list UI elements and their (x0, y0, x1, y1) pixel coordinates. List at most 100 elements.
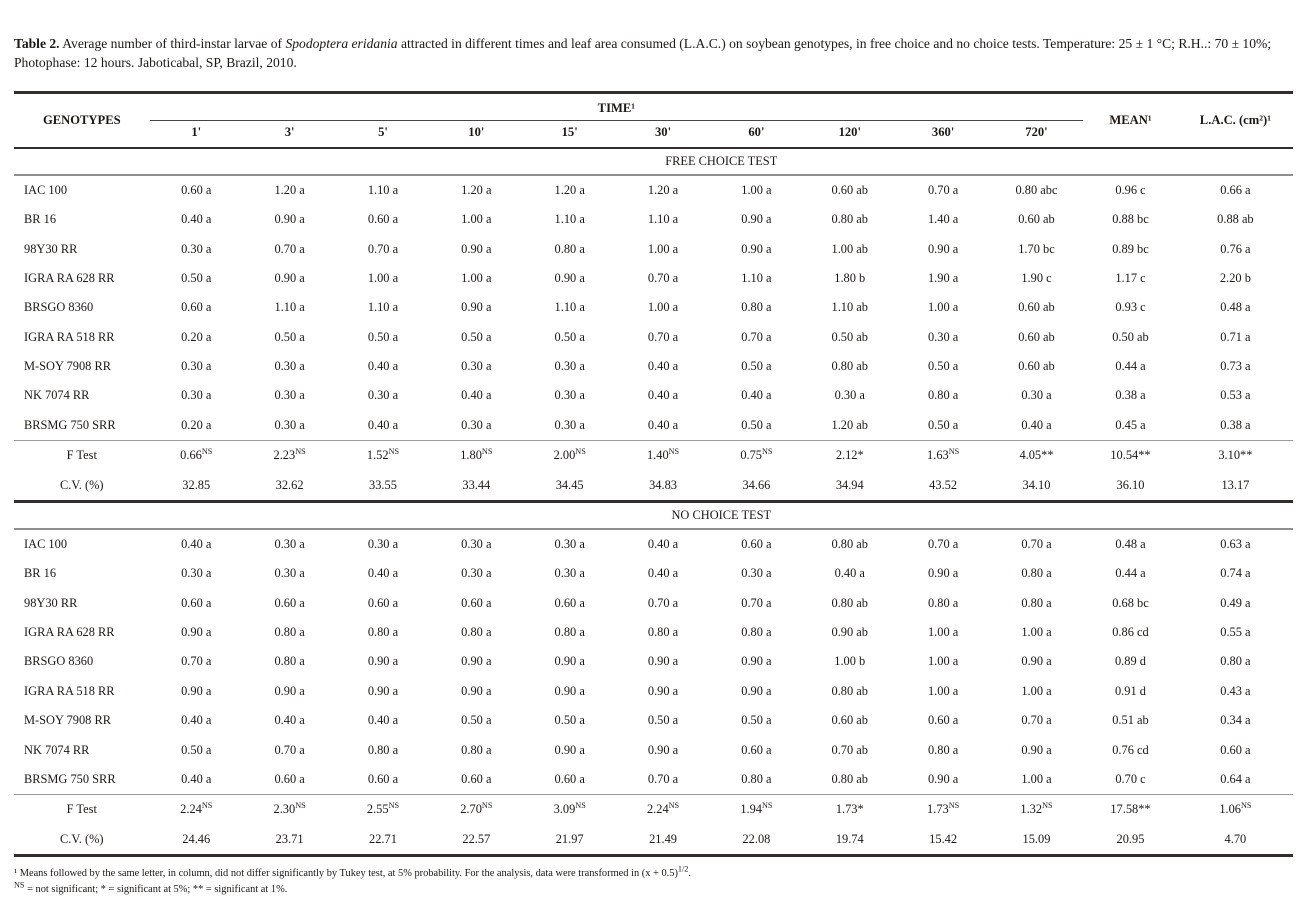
value-cell: 1.10 a (554, 212, 585, 227)
stat-value-cell: 32.62 (242, 470, 337, 503)
value-cell: 0.30 a (461, 566, 492, 581)
stat-value-cell: 2.70NS (429, 794, 523, 825)
table-body: FREE CHOICE TEST IAC 100 0.60 a 1.20 a 1.10 … (14, 147, 1293, 857)
genotype-name: IGRA RA 518 RR (24, 329, 115, 344)
table-row: IAC 100 0.60 a 1.20 a 1.10 a 1.20 a 1.20 a 1.2… (14, 175, 1293, 205)
value-cell: 0.63 a (1220, 536, 1251, 551)
table-row: BR 16 0.30 a 0.30 a 0.40 a 0.30 a 0.30 a 0.40 … (14, 559, 1293, 588)
stat-value-cell: 4.70 (1177, 824, 1293, 857)
value-cell: 0.90 ab (831, 625, 868, 640)
value-cell: 0.76 a (1220, 241, 1251, 256)
value-cell: 0.40 a (741, 388, 772, 403)
table-caption-text-2: attracted in different times and leaf ar… (14, 36, 1272, 71)
stat-value-cell: 3.09NS (523, 794, 617, 825)
stat-value-cell: 32.85 (149, 470, 243, 503)
value-cell: 0.90 a (1021, 654, 1052, 669)
section-spacer-cell (14, 501, 150, 530)
value-cell: 0.90 a (554, 683, 585, 698)
value-cell: 0.40 a (367, 417, 399, 432)
value-cell: 0.70 a (647, 771, 679, 786)
value-cell: 0.90 a (461, 300, 492, 315)
value-cell: 0.60 ab (1018, 329, 1055, 344)
value-cell: 0.60 ab (1018, 212, 1055, 227)
value-cell: 0.60 a (181, 595, 212, 610)
section-spacer-cell (14, 147, 150, 176)
stat-value-cell: 1.94NS (709, 794, 804, 825)
table-row: M-SOY 7908 RR 0.30 a 0.30 a 0.40 a 0.30 a 0.3… (14, 352, 1293, 381)
stat-value-cell: 22.71 (336, 824, 430, 857)
value-cell: 1.00 a (1021, 771, 1052, 786)
value-cell: 0.80 a (554, 625, 585, 640)
value-cell: 0.40 a (461, 388, 492, 403)
stat-value-cell: 19.74 (803, 824, 897, 857)
section-title: FREE CHOICE TEST (149, 147, 1293, 176)
value-cell: 0.30 a (554, 536, 585, 551)
table-row: BR 16 0.40 a 0.90 a 0.60 a 1.00 a 1.10 a 1.10 … (14, 205, 1293, 234)
value-cell: 0.44 a (1115, 359, 1146, 374)
value-cell: 1.20 ab (831, 417, 868, 432)
stat-value-cell: 15.42 (896, 824, 990, 857)
stat-label: C.V. (%) (14, 824, 150, 857)
value-cell: 0.88 bc (1112, 212, 1149, 227)
stat-value-cell: 2.00NS (523, 439, 617, 471)
value-cell: 0.30 a (554, 359, 585, 374)
stat-label: F Test (14, 794, 150, 825)
table-caption-label: Table 2. (14, 36, 60, 51)
value-cell: 0.60 ab (831, 713, 868, 728)
time-tick: 60' (709, 120, 804, 149)
value-cell: 0.60 ab (831, 182, 868, 197)
value-cell: 0.80 a (1021, 595, 1052, 610)
table-row: M-SOY 7908 RR 0.40 a 0.40 a 0.40 a 0.50 a 0.5… (14, 706, 1293, 735)
stat-value-cell: 21.49 (616, 824, 710, 857)
value-cell: 0.40 a (647, 536, 679, 551)
value-cell: 0.30 a (274, 566, 305, 581)
value-cell: 0.70 a (1021, 713, 1052, 728)
value-cell: 1.00 a (461, 212, 492, 227)
stat-value-cell: 2.55NS (336, 794, 430, 825)
genotype-name: IGRA RA 628 RR (24, 625, 115, 640)
stat-value-cell: 13.17 (1177, 470, 1293, 503)
stat-value-cell: 0.66NS (149, 439, 243, 471)
genotype-name: IGRA RA 628 RR (24, 270, 115, 285)
value-cell: 1.00 a (1021, 683, 1052, 698)
value-cell: 1.80 b (834, 270, 866, 285)
value-cell: 0.40 a (181, 536, 212, 551)
value-cell: 0.70 ab (831, 742, 868, 757)
value-cell: 0.80 a (1021, 566, 1052, 581)
value-cell: 1.40 a (927, 212, 959, 227)
value-cell: 0.60 a (367, 212, 399, 227)
value-cell: 0.30 a (367, 536, 399, 551)
value-cell: 0.70 a (274, 742, 305, 757)
value-cell: 1.10 a (274, 300, 305, 315)
value-cell: 0.60 a (367, 771, 399, 786)
value-cell: 0.80 a (554, 241, 585, 256)
genotype-name: 98Y30 RR (24, 595, 78, 610)
value-cell: 0.30 a (274, 388, 305, 403)
value-cell: 0.50 a (181, 742, 212, 757)
value-cell: 1.10 a (367, 182, 399, 197)
stat-value-cell: 2.30NS (242, 794, 337, 825)
value-cell: 0.90 a (367, 654, 399, 669)
stat-value-cell: 2.12* (803, 439, 897, 471)
value-cell: 0.90 a (274, 683, 305, 698)
value-cell: 0.60 a (274, 771, 305, 786)
value-cell: 0.20 a (181, 329, 212, 344)
f-test-row: F Test 0.66NS 2.23NS 1.52NS 1.80NS 2.00NS 1.40… (14, 439, 1293, 471)
value-cell: 0.60 a (554, 595, 585, 610)
value-cell: 0.30 a (274, 359, 305, 374)
value-cell: 1.10 a (741, 270, 772, 285)
value-cell: 0.88 ab (1217, 212, 1254, 227)
value-cell: 0.30 a (274, 536, 305, 551)
value-cell: 0.50 a (554, 329, 585, 344)
value-cell: 0.60 ab (1018, 359, 1055, 374)
value-cell: 0.60 a (741, 742, 772, 757)
stat-value-cell: 0.75NS (709, 439, 804, 471)
genotype-name: 98Y30 RR (24, 241, 78, 256)
genotype-name: NK 7074 RR (24, 742, 90, 757)
table-row: NK 7074 RR 0.30 a 0.30 a 0.30 a 0.40 a 0.30 a… (14, 381, 1293, 410)
value-cell: 0.90 a (741, 212, 772, 227)
value-cell: 0.90 a (927, 566, 959, 581)
genotype-name: BRSGO 8360 (24, 654, 94, 669)
value-cell: 0.90 a (461, 654, 492, 669)
value-cell: 0.30 a (554, 417, 585, 432)
